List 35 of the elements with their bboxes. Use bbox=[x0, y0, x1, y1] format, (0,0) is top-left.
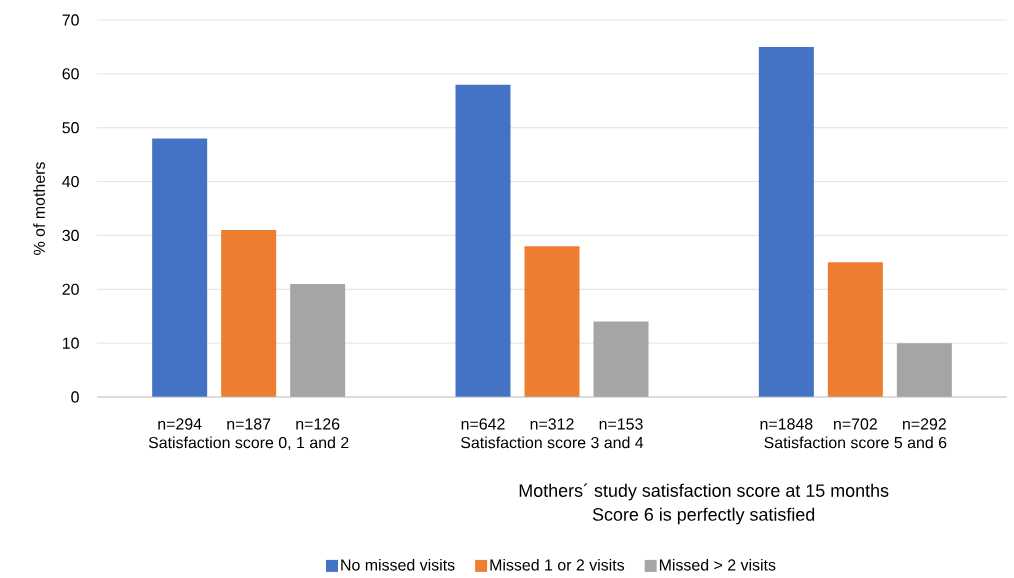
bar bbox=[593, 321, 649, 397]
text: n=642 bbox=[461, 418, 505, 430]
x-tick-label: Satisfaction score 3 and 4 bbox=[461, 436, 644, 449]
y-tick-label: 40 bbox=[62, 175, 79, 188]
text: n=153 bbox=[599, 418, 643, 430]
bar bbox=[290, 283, 346, 397]
bar bbox=[524, 246, 580, 397]
y-tick-label: 60 bbox=[62, 68, 79, 80]
text: n=126 bbox=[296, 418, 340, 430]
text: n=702 bbox=[834, 418, 877, 430]
legend-label: No missed visits bbox=[341, 558, 455, 571]
y-axis-title: % of mothers bbox=[33, 162, 45, 255]
y-tick-label: 70 bbox=[62, 14, 79, 26]
y-tick-label: 0 bbox=[71, 391, 79, 403]
text: n=294 bbox=[158, 418, 202, 430]
text: n=292 bbox=[903, 418, 946, 430]
bar bbox=[152, 138, 208, 397]
bar bbox=[827, 262, 883, 397]
text: n=312 bbox=[530, 418, 574, 430]
bar bbox=[221, 230, 277, 397]
y-tick-label: 30 bbox=[62, 229, 79, 242]
y-tick-label: 10 bbox=[62, 337, 79, 349]
legend-label: Missed > 2 visits bbox=[659, 558, 776, 571]
text: n=187 bbox=[227, 418, 271, 430]
y-tick-label: 50 bbox=[62, 122, 79, 134]
bar bbox=[455, 84, 511, 397]
bar bbox=[896, 343, 952, 397]
legend-label: Missed 1 or 2 visits bbox=[490, 558, 625, 571]
text: Score 6 is perfectly satisfied bbox=[592, 507, 815, 525]
x-axis-title: Mothers´ study satisfaction score at 15 months bbox=[519, 483, 889, 501]
y-tick-label: 20 bbox=[62, 283, 79, 295]
bar bbox=[758, 46, 814, 397]
x-tick-label: Satisfaction score 5 and 6 bbox=[764, 436, 947, 449]
text: n=1848 bbox=[760, 418, 813, 430]
x-tick-label: Satisfaction score 0, 1 and 2 bbox=[148, 436, 349, 451]
